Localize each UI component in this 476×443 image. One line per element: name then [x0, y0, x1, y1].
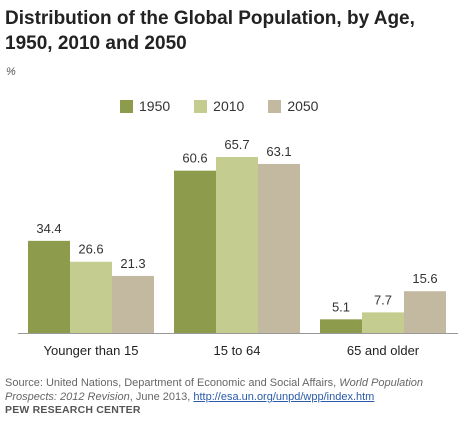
bar-1950-0 [28, 240, 70, 333]
bar-2010-1 [216, 157, 258, 333]
source-suffix: , June 2013, [129, 391, 194, 403]
bar-chart: 34.4 26.6 21.3 Younger than 15 60.6 65.7 63.1 1… [18, 137, 458, 358]
bar-2050-0 [112, 275, 154, 333]
legend-swatch-2050 [268, 99, 282, 113]
value-label-2050-2: 15.6 [412, 271, 437, 286]
source-publication: World Population Prospects: 2012 Revisio… [5, 377, 424, 403]
source-prefix: Source: United Nations, Department of Ec… [5, 377, 340, 389]
legend: 1950 2010 2050 [120, 98, 342, 114]
bar-2050-1 [258, 163, 300, 333]
legend-item-2050: 2050 [268, 98, 318, 114]
value-label-2010-2: 7.7 [374, 292, 392, 307]
chart-title: Distribution of the Global Population, b… [5, 8, 415, 54]
value-label-2050-0: 21.3 [120, 256, 145, 271]
legend-label-2010: 2010 [213, 98, 245, 114]
legend-swatch-2010 [194, 99, 208, 113]
legend-label-1950: 1950 [139, 98, 171, 114]
value-label-1950-0: 34.4 [36, 221, 61, 236]
category-label-2: 65 and older [347, 343, 420, 358]
value-label-1950-2: 5.1 [332, 299, 350, 314]
value-label-2010-1: 65.7 [224, 137, 249, 152]
legend-label-2050: 2050 [287, 98, 319, 114]
category-label-1: 15 to 64 [214, 343, 261, 358]
source-note: Source: United Nations, Department of Ec… [5, 376, 471, 404]
bar-1950-2 [320, 319, 362, 333]
legend-swatch-1950 [120, 99, 133, 113]
bar-2010-0 [70, 261, 112, 333]
legend-item-1950: 1950 [120, 98, 170, 114]
value-label-2050-1: 63.1 [266, 144, 291, 159]
legend-item-2010: 2010 [194, 98, 244, 114]
credit: PEW RESEARCH CENTER [5, 404, 141, 416]
unit-label: % [6, 66, 16, 78]
source-link[interactable]: http://esa.un.org/unpd/wpp/index.htm [193, 391, 375, 403]
bar-2050-2 [404, 291, 446, 333]
bar-2010-2 [362, 312, 404, 333]
value-label-2010-0: 26.6 [78, 242, 103, 257]
category-label-0: Younger than 15 [44, 343, 139, 358]
value-label-1950-1: 60.6 [182, 151, 207, 166]
bar-1950-1 [174, 170, 216, 333]
